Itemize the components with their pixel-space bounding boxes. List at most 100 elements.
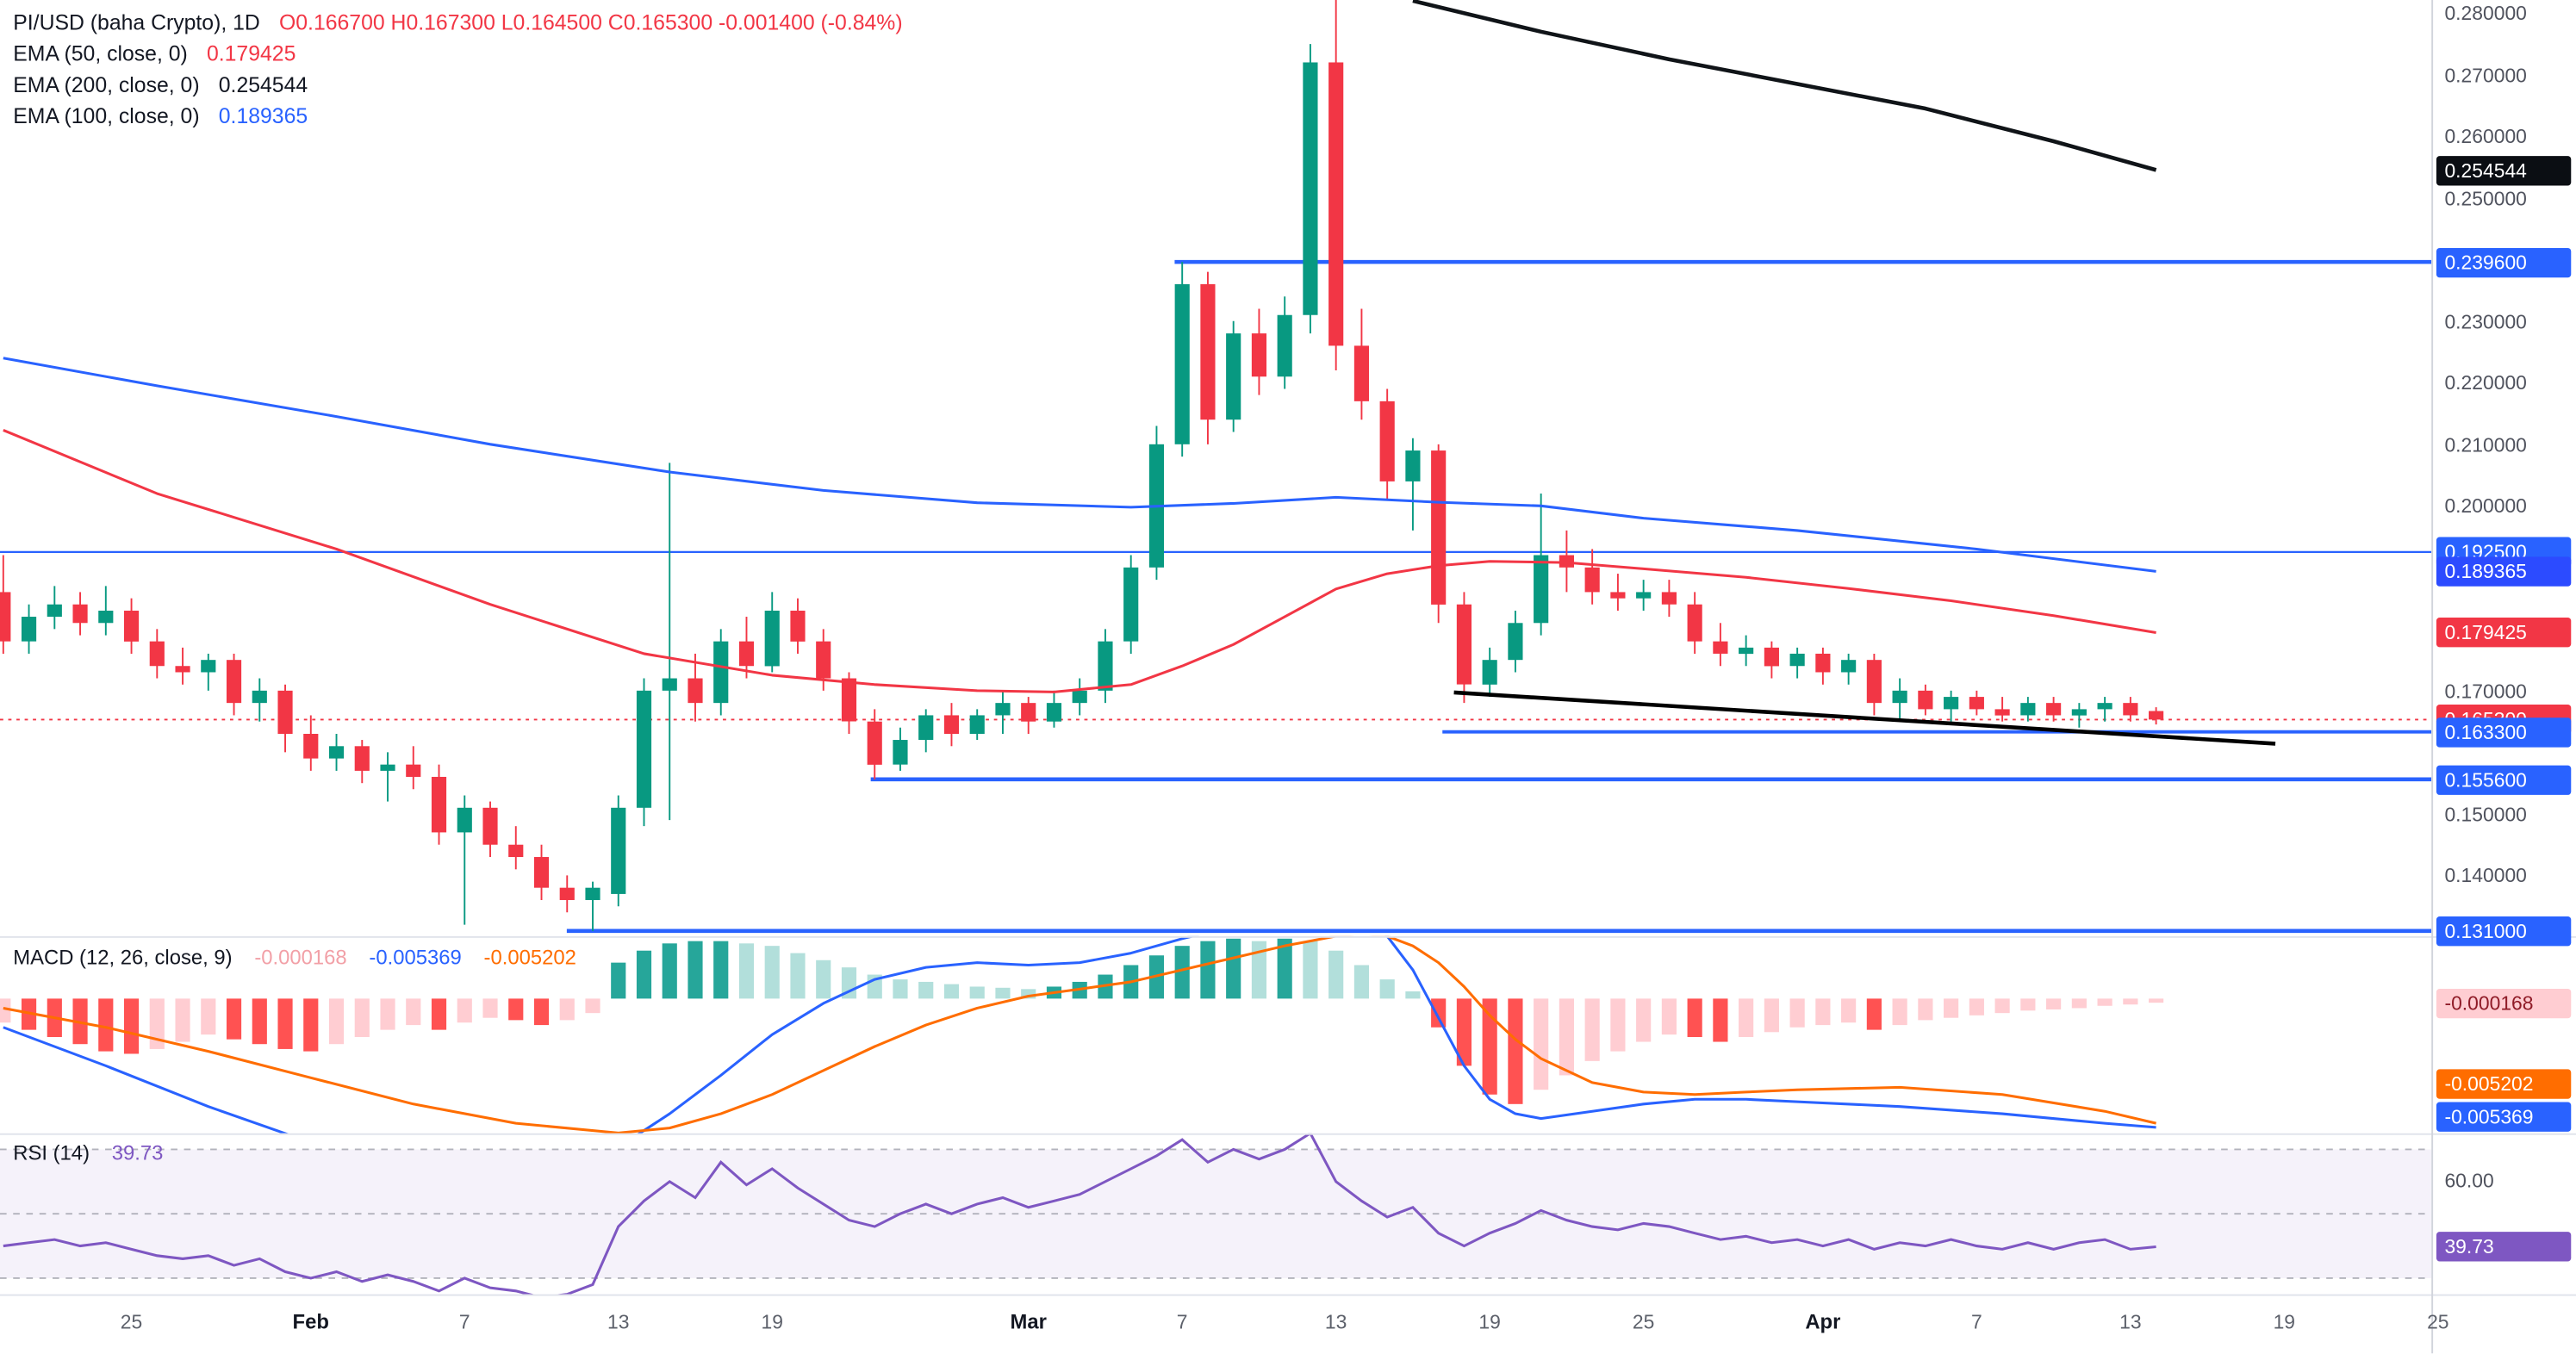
time-axis-label: 13 <box>1324 1310 1347 1334</box>
time-axis-label: 25 <box>2427 1310 2449 1334</box>
macd-bar <box>123 998 140 1054</box>
rsi-legend-label: RSI (14) <box>13 1141 90 1165</box>
pane-separator[interactable] <box>0 935 2576 938</box>
candle <box>252 690 267 704</box>
macd-legend-row[interactable]: MACD (12, 26, close, 9) -0.000168 -0.005… <box>13 946 579 969</box>
macd-bar <box>1713 998 1728 1042</box>
macd-bar <box>482 998 498 1018</box>
candle <box>995 703 1011 716</box>
candle <box>1405 450 1421 481</box>
macd-bar <box>1584 998 1600 1061</box>
macd-bar <box>764 946 780 999</box>
macd-bar <box>1251 941 1267 999</box>
macd-bar <box>1303 941 1318 999</box>
macd-bar <box>1944 998 1959 1018</box>
macd-bar <box>1994 998 2010 1014</box>
candle <box>1046 703 1062 722</box>
macd-bar <box>969 986 985 999</box>
macd-bar <box>1328 950 1344 999</box>
macd-axis-badge: -0.005369 <box>2436 1102 2572 1132</box>
macd-bar <box>790 953 806 999</box>
candle <box>277 690 293 734</box>
rsi-pane[interactable] <box>0 1133 2432 1295</box>
macd-bar <box>1969 998 1984 1016</box>
candle <box>1226 333 1241 420</box>
macd-bar <box>1508 998 1523 1104</box>
candle <box>482 807 498 845</box>
macd-bar <box>431 998 447 1030</box>
price-levels[interactable] <box>0 259 2432 934</box>
macd-pane[interactable] <box>0 935 2431 1134</box>
price-axis[interactable]: 0.280000 0.270000 0.260000 0.250000 0.230000… <box>2433 0 2576 1353</box>
main-chart-pane[interactable] <box>0 0 2432 936</box>
candle <box>1661 592 1677 605</box>
ema-100-line[interactable] <box>3 357 2156 573</box>
candle <box>1277 314 1292 377</box>
candle <box>764 610 780 667</box>
macd-bar <box>2123 998 2138 1005</box>
macd-bar <box>943 984 960 999</box>
macd-bar <box>1789 998 1805 1028</box>
candle <box>1534 555 1549 624</box>
descending-trendline[interactable] <box>1453 690 2276 746</box>
macd-bar <box>1277 938 1292 999</box>
price-axis-tick: 0.280000 <box>2444 1 2527 25</box>
macd-bar <box>1918 998 1933 1021</box>
candle <box>2123 703 2138 716</box>
macd-bar <box>354 998 370 1038</box>
price-axis-tick: 0.140000 <box>2444 864 2527 887</box>
candle <box>508 844 524 858</box>
candle <box>1687 604 1702 642</box>
candle <box>175 666 190 673</box>
pane-separator[interactable] <box>0 1133 2576 1135</box>
candle <box>2046 703 2062 716</box>
time-axis[interactable]: 25 Feb 7 13 19 Mar 7 13 19 25 Apr 7 13 19 25 <box>0 1296 2449 1354</box>
rsi-axis-badge: 39.73 <box>2436 1232 2572 1262</box>
candle <box>969 715 985 734</box>
ema50-legend-value: 0.179425 <box>206 40 296 66</box>
candle <box>1866 660 1882 704</box>
candle <box>1508 623 1523 661</box>
ema50-legend-row[interactable]: EMA (50, close, 0) 0.179425 <box>13 38 902 69</box>
macd-bar <box>508 998 524 1021</box>
macd-bar <box>662 943 677 999</box>
rsi-legend-row[interactable]: RSI (14) 39.73 <box>13 1141 166 1165</box>
candle <box>611 807 626 894</box>
price-axis-tick: 0.150000 <box>2444 802 2527 826</box>
price-axis-badge: 0.131000 <box>2436 916 2572 946</box>
macd-bar <box>713 941 729 999</box>
ema-200-line[interactable] <box>1412 0 2157 172</box>
macd-bar <box>738 943 755 999</box>
ema100-legend-value: 0.189365 <box>218 103 308 128</box>
price-axis-tick: 0.210000 <box>2444 432 2527 457</box>
symbol-title: PI/USD (baha Crypto), 1D <box>13 9 260 35</box>
macd-signal-line <box>3 935 2156 1134</box>
macd-bar <box>688 941 703 999</box>
symbol-legend-row[interactable]: PI/USD (baha Crypto), 1D O0.166700 H0.16… <box>13 7 902 38</box>
macd-bar <box>636 950 652 999</box>
candle <box>1353 345 1370 401</box>
ema-50-line[interactable] <box>3 429 2156 693</box>
ema200-legend-row[interactable]: EMA (200, close, 0) 0.254544 <box>13 69 902 100</box>
price-axis-badge: 0.163300 <box>2436 717 2572 747</box>
candle <box>1636 592 1652 599</box>
candle <box>2071 709 2087 716</box>
candle <box>72 604 88 624</box>
candle <box>1200 283 1216 420</box>
macd-bar <box>1200 941 1216 999</box>
candle <box>1764 647 1779 667</box>
time-axis-label: Mar <box>1010 1310 1047 1334</box>
macd-line-value: -0.005369 <box>369 946 462 970</box>
candle <box>533 857 550 888</box>
time-axis-label: 7 <box>458 1310 470 1334</box>
candle <box>303 733 319 759</box>
candle <box>559 887 575 900</box>
candle <box>406 764 421 777</box>
ema100-legend-row[interactable]: EMA (100, close, 0) 0.189365 <box>13 100 902 131</box>
rsi-line <box>3 1133 2156 1295</box>
time-axis-label: 13 <box>2119 1310 2142 1334</box>
macd-bar <box>816 960 831 999</box>
macd-bar <box>277 998 293 1049</box>
price-axis-badge: 0.155600 <box>2436 764 2572 794</box>
time-axis-label: 19 <box>2273 1310 2296 1334</box>
